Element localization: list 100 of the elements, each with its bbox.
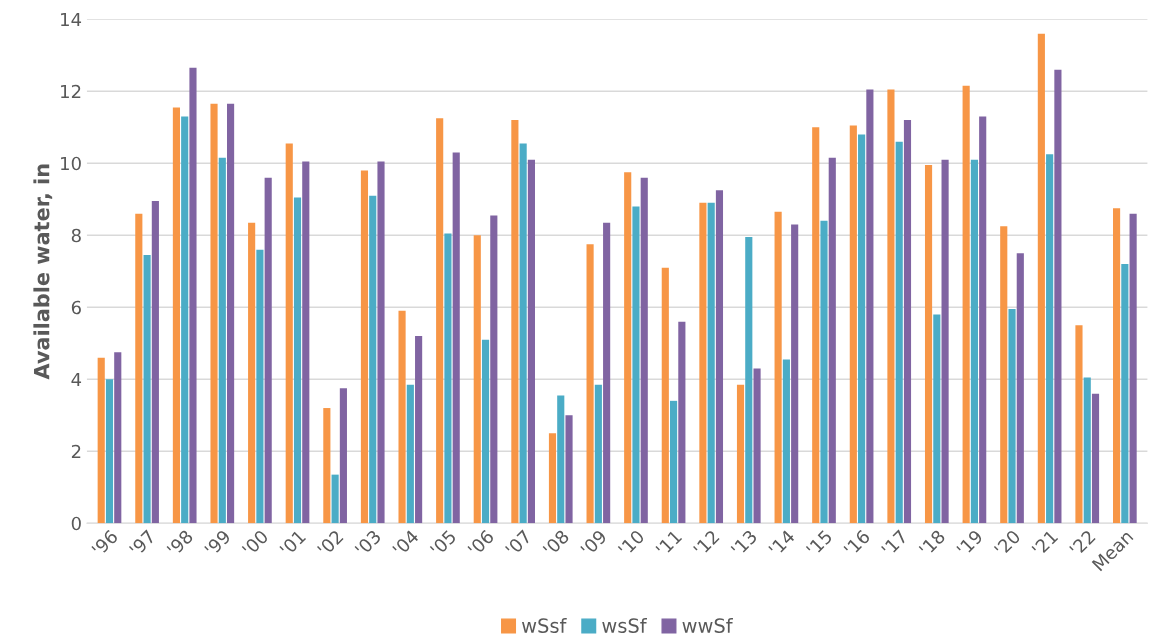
y-axis-title: Available water, in: [33, 164, 53, 380]
bar: [586, 244, 594, 524]
bar: [670, 400, 678, 524]
x-tick-label: '16: [843, 529, 871, 557]
bar: [941, 159, 949, 524]
bar: [519, 143, 527, 524]
bar: [812, 127, 820, 524]
bar: [1113, 208, 1121, 524]
bar: [323, 408, 331, 524]
bar: [661, 267, 669, 524]
x-tick-label: '99: [204, 529, 232, 557]
bar: [189, 67, 197, 524]
bar: [444, 233, 452, 524]
x-tick-label: '97: [128, 529, 156, 557]
x-tick-label: '18: [918, 529, 946, 557]
y-tick-label: 0: [71, 516, 81, 531]
bar: [285, 143, 293, 524]
bar: [548, 433, 557, 524]
x-tick-label: '96: [91, 529, 119, 557]
bar: [715, 190, 724, 524]
bar: [406, 384, 414, 524]
bar: [105, 379, 114, 524]
bar: [1054, 69, 1062, 524]
bar: [218, 157, 226, 524]
bar: [172, 107, 180, 524]
y-tick-label: 10: [61, 156, 81, 171]
bar: [135, 213, 143, 524]
x-tick-label: '06: [467, 529, 495, 557]
bar: [452, 152, 460, 524]
bar: [1000, 226, 1008, 524]
x-tick-label: '01: [279, 529, 307, 557]
x-tick-label: '04: [392, 529, 420, 557]
x-tick-label: '17: [881, 529, 908, 557]
bar: [181, 116, 189, 524]
bar: [264, 177, 272, 524]
x-tick-label: '21: [1031, 529, 1059, 557]
bar: [678, 321, 686, 524]
x-tick-label: '12: [692, 529, 720, 557]
bar: [227, 103, 235, 524]
x-tick-label: '09: [580, 529, 608, 557]
bar: [339, 388, 347, 524]
legend-label: wsSf: [602, 617, 647, 633]
bar: [594, 384, 602, 524]
x-tick-label: '11: [655, 529, 683, 557]
bar: [887, 89, 895, 524]
x-tick-label: '10: [617, 529, 646, 557]
bar: [640, 177, 648, 524]
bar: [820, 220, 828, 524]
x-tick-label: '20: [993, 529, 1022, 557]
bar: [866, 89, 874, 524]
bar: [490, 215, 498, 524]
y-tick-label: 12: [61, 84, 81, 99]
bar: [527, 159, 535, 524]
bar: [782, 359, 790, 524]
legend-label: wSsf: [521, 617, 567, 633]
y-tick-label: 14: [61, 12, 82, 27]
x-tick-label: '98: [166, 529, 194, 557]
bar: [481, 339, 490, 524]
bar: [1008, 309, 1016, 524]
bar: [369, 195, 377, 524]
bar: [473, 235, 481, 524]
bar: [736, 384, 745, 524]
x-tick-label: '13: [730, 529, 758, 557]
bar: [97, 357, 105, 524]
bar: [632, 206, 640, 524]
legend-label: wwSf: [682, 617, 733, 633]
bar: [256, 249, 264, 524]
x-tick-label: '08: [542, 529, 570, 557]
bar: [858, 134, 866, 524]
bar: [753, 368, 761, 524]
bar: [360, 170, 369, 524]
bar: [1046, 154, 1054, 524]
bar: [143, 255, 151, 524]
bar: [828, 157, 836, 524]
x-tick-label: '07: [504, 529, 532, 557]
bar: [1083, 377, 1091, 524]
bar: [707, 202, 715, 524]
y-tick-label: 4: [71, 372, 82, 387]
x-tick-label: '14: [768, 529, 796, 557]
bar: [1016, 253, 1024, 524]
x-tick-label: '02: [316, 529, 344, 557]
bar: [1037, 33, 1045, 524]
bar: [1091, 393, 1100, 524]
bar: [415, 336, 423, 524]
bar: [903, 120, 912, 524]
bar: [979, 116, 987, 524]
bar: [565, 415, 573, 524]
x-tick-label: '03: [354, 529, 382, 557]
bar: [699, 202, 707, 524]
bar: [210, 103, 218, 524]
x-tick-label: '05: [429, 529, 457, 557]
bar: [557, 395, 565, 524]
bar: [114, 352, 122, 524]
bar: [933, 314, 941, 524]
bar: [1075, 325, 1083, 524]
bar: [248, 222, 256, 524]
x-tick-label: '15: [805, 529, 833, 557]
bar: [331, 474, 339, 524]
x-tick-label: '19: [956, 529, 984, 557]
bar: [511, 120, 519, 524]
